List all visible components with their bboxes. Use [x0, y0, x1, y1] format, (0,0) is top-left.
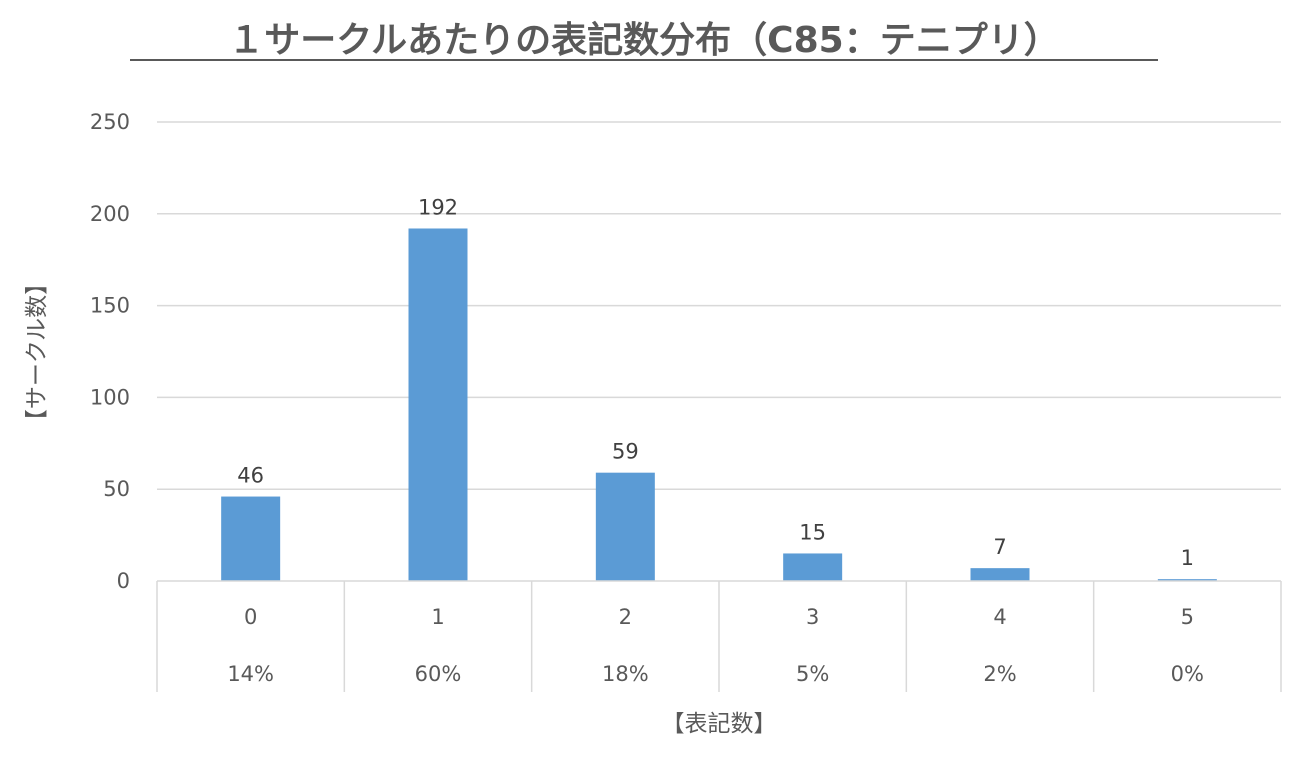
data-labels: 46 192 59 15 7 1	[237, 195, 1194, 570]
chart-title: １サークルあたりの表記数分布（C85：テニプリ）	[228, 20, 1059, 61]
data-label: 7	[993, 535, 1006, 559]
y-tick-label: 250	[90, 110, 130, 134]
y-tick-label: 0	[117, 569, 130, 593]
y-tick-label: 150	[90, 294, 130, 318]
x-percentage-label: 2%	[983, 662, 1016, 686]
category-table: 0 14% 1 60% 2 18% 3 5% 4 2% 5 0%	[156, 580, 1282, 692]
x-category-label: 5	[1181, 605, 1194, 629]
x-category-label: 1	[431, 605, 444, 629]
x-category-label: 2	[619, 605, 632, 629]
data-label: 59	[612, 440, 639, 464]
x-category-label: 3	[806, 605, 819, 629]
x-percentage-label: 18%	[602, 662, 649, 686]
data-label: 46	[237, 464, 264, 488]
x-percentage-label: 14%	[227, 662, 274, 686]
gridlines	[157, 121, 1281, 490]
x-percentage-label: 5%	[796, 662, 829, 686]
data-label: 15	[799, 520, 826, 544]
bars	[221, 228, 1217, 581]
y-tick-label: 50	[103, 477, 130, 501]
x-percentage-label: 0%	[1171, 662, 1204, 686]
x-percentage-label: 60%	[415, 662, 462, 686]
bar-3	[783, 553, 843, 581]
data-label: 192	[418, 195, 458, 219]
bar-2	[595, 472, 655, 581]
bar-5	[1157, 579, 1217, 581]
x-category-label: 0	[244, 605, 257, 629]
bar-1	[408, 228, 468, 581]
y-axis-title: 【サークル数】	[24, 272, 50, 432]
bar-4	[970, 568, 1030, 581]
y-tick-label: 100	[90, 385, 130, 409]
x-axis-title: 【表記数】	[662, 711, 777, 737]
y-tick-label: 200	[90, 202, 130, 226]
data-label: 1	[1181, 546, 1194, 570]
x-category-label: 4	[993, 605, 1006, 629]
bar-0	[221, 496, 281, 581]
y-axis-ticks: 0 50 100 150 200 250	[90, 110, 130, 593]
